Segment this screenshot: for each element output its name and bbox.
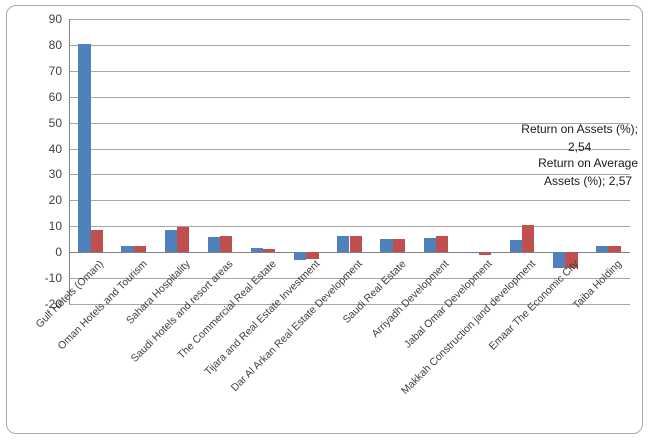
y-axis-tick-label: 70 xyxy=(48,64,62,78)
bar-return-on-assets xyxy=(423,238,436,253)
data-label-return-on-average-assets: Return on Average Assets (%); 2,57 xyxy=(538,154,638,190)
bar-return-on-average-assets xyxy=(306,252,319,260)
gridline xyxy=(69,123,630,124)
bar-return-on-average-assets xyxy=(565,252,578,268)
bar-return-on-average-assets xyxy=(608,246,621,253)
gridline xyxy=(69,278,630,279)
x-axis-line xyxy=(69,252,630,253)
bar-return-on-assets xyxy=(78,43,91,253)
bar-return-on-assets xyxy=(164,230,177,253)
bar-return-on-assets xyxy=(380,239,393,253)
bar-return-on-assets xyxy=(596,245,609,253)
bar-return-on-average-assets xyxy=(435,235,449,253)
bar-return-on-assets xyxy=(207,236,220,253)
y-axis-tick-label: 0 xyxy=(55,245,62,259)
bar-return-on-average-assets xyxy=(90,230,103,253)
x-axis-category-label: Emaar The Economic City xyxy=(486,258,581,353)
bar-return-on-average-assets xyxy=(220,236,233,253)
y-axis-tick-label: 30 xyxy=(48,167,62,181)
y-axis-tick-label: 40 xyxy=(48,142,62,156)
y-axis-tick-label: 20 xyxy=(48,193,62,207)
y-axis-tick-label: 10 xyxy=(48,219,62,233)
bar-return-on-average-assets xyxy=(522,225,535,253)
gridline xyxy=(69,71,630,72)
bar-return-on-assets xyxy=(553,252,566,268)
y-axis-tick-label: -10 xyxy=(44,271,62,285)
gridline xyxy=(69,226,630,227)
bar-return-on-average-assets xyxy=(263,248,276,253)
x-axis-category-label: Arriyadh Development xyxy=(369,258,452,340)
data-label-line: Return on Average xyxy=(538,156,638,170)
chart-outer-border xyxy=(6,5,643,434)
y-axis-tick-label: -20 xyxy=(44,297,62,311)
gridline xyxy=(69,97,630,98)
gridline xyxy=(69,19,630,20)
bar-return-on-assets xyxy=(250,248,264,253)
bar-return-on-assets xyxy=(337,236,350,253)
gridline xyxy=(69,174,630,175)
bar-return-on-average-assets xyxy=(349,236,362,253)
bar-return-on-average-assets xyxy=(392,239,405,253)
gridline xyxy=(69,45,630,46)
bar-return-on-average-assets xyxy=(133,245,146,253)
bar-return-on-average-assets xyxy=(479,252,492,255)
gridline xyxy=(69,149,630,150)
bar-return-on-assets xyxy=(294,252,307,261)
gridline xyxy=(69,200,630,201)
y-axis-tick-label: 80 xyxy=(48,38,62,52)
gridline xyxy=(69,304,630,305)
data-label-line: 2,54 xyxy=(567,140,592,154)
data-label-line: Return on Assets (%); xyxy=(521,122,638,136)
data-label-return-on-assets: Return on Assets (%); 2,54 xyxy=(521,120,638,156)
y-axis-tick-label: 90 xyxy=(48,12,62,26)
y-axis-line xyxy=(69,19,70,304)
bar-return-on-assets xyxy=(121,245,134,253)
bar-return-on-average-assets xyxy=(176,227,190,253)
bar-return-on-assets xyxy=(509,240,523,253)
data-label-line: Assets (%); 2,57 xyxy=(544,174,633,188)
y-axis-tick-label: 50 xyxy=(48,116,62,130)
bar-return-on-assets xyxy=(466,252,479,254)
y-axis-tick-label: 60 xyxy=(48,90,62,104)
